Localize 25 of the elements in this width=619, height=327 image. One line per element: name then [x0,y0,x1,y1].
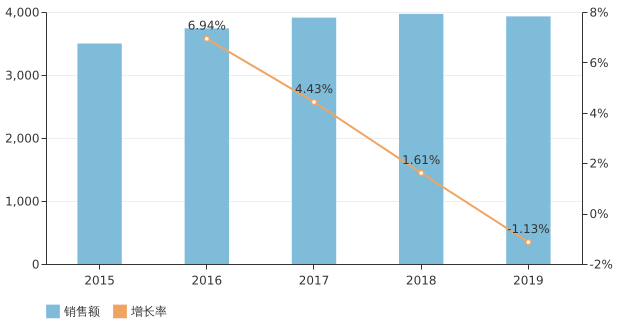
legend-label: 销售额 [63,304,100,318]
x-tick-label: 2019 [513,274,544,288]
x-tick-label: 2018 [406,274,436,288]
y-tick-label: 4,000 [5,6,40,20]
legend-label: 增长率 [130,304,167,318]
point [525,238,532,246]
x-tick-label: 2015 [84,274,115,288]
y-tick-label: 3,000 [5,68,40,82]
point [310,98,318,106]
y2-tick-label: 0% [590,207,609,222]
point [418,170,424,176]
y-tick-label: 0 [32,258,40,272]
y2-tick-label: 8% [590,6,609,20]
y2-tick-label: 6% [590,56,609,70]
y2-tick-label: -2% [590,258,613,272]
y2-tick-label: 2% [590,156,609,171]
y-tick-label: 2,000 [5,132,40,146]
data-label: 1.61% [402,153,440,168]
y2-tick-label: 4% [590,106,609,120]
x-tick-label: 2017 [298,274,330,288]
x-tick-label: 2016 [192,274,222,288]
point [204,35,210,42]
data-label: 4.43% [294,82,334,96]
y-tick-label: 1,000 [5,194,40,208]
data-label: -1.13% [507,222,550,236]
